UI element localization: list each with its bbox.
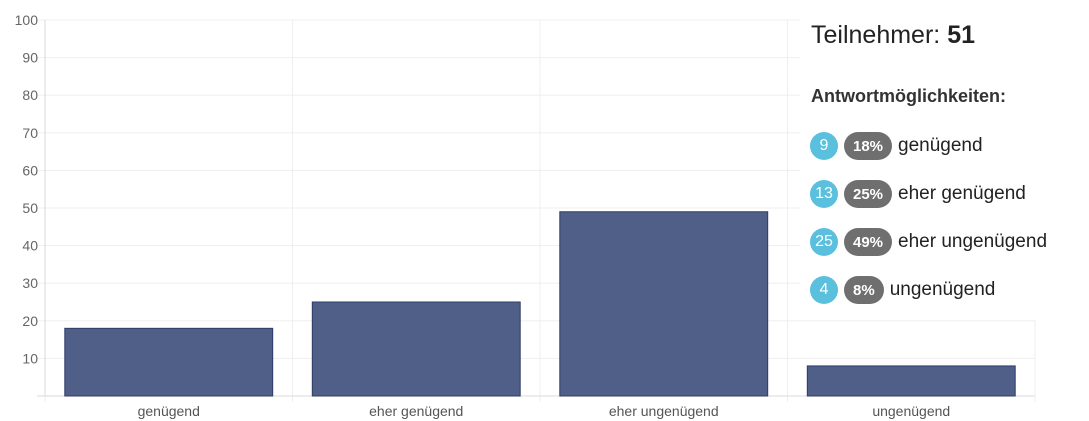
option-label: eher ungenügend bbox=[898, 231, 1048, 252]
percent-badge: 8% bbox=[844, 276, 884, 304]
y-tick-label: 50 bbox=[22, 200, 38, 216]
bar-2 bbox=[311, 301, 521, 397]
x-tick-label: genügend bbox=[138, 403, 200, 419]
option-label: ungenügend bbox=[889, 279, 996, 300]
y-tick-label: 10 bbox=[22, 350, 38, 366]
bar-4 bbox=[806, 365, 1016, 397]
y-tick-label: 100 bbox=[15, 12, 39, 28]
y-tick-label: 40 bbox=[22, 238, 38, 254]
option-row-genuegend: 9 18% genügend bbox=[810, 130, 983, 162]
y-tick-label: 60 bbox=[22, 162, 38, 178]
percent-badge: 49% bbox=[844, 228, 893, 256]
results-panel: Teilnehmer: 51 Antwortmöglichkeiten: 9 1… bbox=[800, 0, 1089, 320]
option-row-eher-genuegend: 13 25% eher genügend bbox=[810, 178, 1026, 210]
option-label: eher genügend bbox=[898, 183, 1026, 204]
bar-1 bbox=[64, 327, 274, 397]
x-tick-label: ungenügend bbox=[872, 403, 950, 419]
bar-3 bbox=[559, 211, 769, 397]
count-badge: 13 bbox=[810, 180, 838, 208]
x-tick-label: eher genügend bbox=[369, 403, 463, 419]
count-badge: 9 bbox=[810, 132, 838, 160]
y-tick-label: 80 bbox=[22, 87, 38, 103]
participants-label: Teilnehmer: bbox=[811, 21, 941, 49]
percent-badge: 25% bbox=[844, 180, 893, 208]
count-badge: 25 bbox=[810, 228, 838, 256]
option-label: genügend bbox=[898, 135, 983, 156]
option-row-ungenuegend: 4 8% ungenügend bbox=[810, 274, 995, 306]
y-tick-label: 70 bbox=[22, 125, 38, 141]
participants-count: 51 bbox=[947, 21, 975, 49]
y-tick-label: 20 bbox=[22, 313, 38, 329]
x-tick-label: eher ungenügend bbox=[609, 403, 719, 419]
count-badge: 4 bbox=[810, 276, 838, 304]
percent-badge: 18% bbox=[844, 132, 893, 160]
option-row-eher-ungenuegend: 25 49% eher ungenügend bbox=[810, 226, 1047, 258]
y-tick-label: 30 bbox=[22, 275, 38, 291]
participants-line: Teilnehmer: 51 bbox=[811, 21, 975, 50]
y-tick-label: 90 bbox=[22, 50, 38, 66]
options-heading: Antwortmöglichkeiten: bbox=[811, 86, 1007, 106]
